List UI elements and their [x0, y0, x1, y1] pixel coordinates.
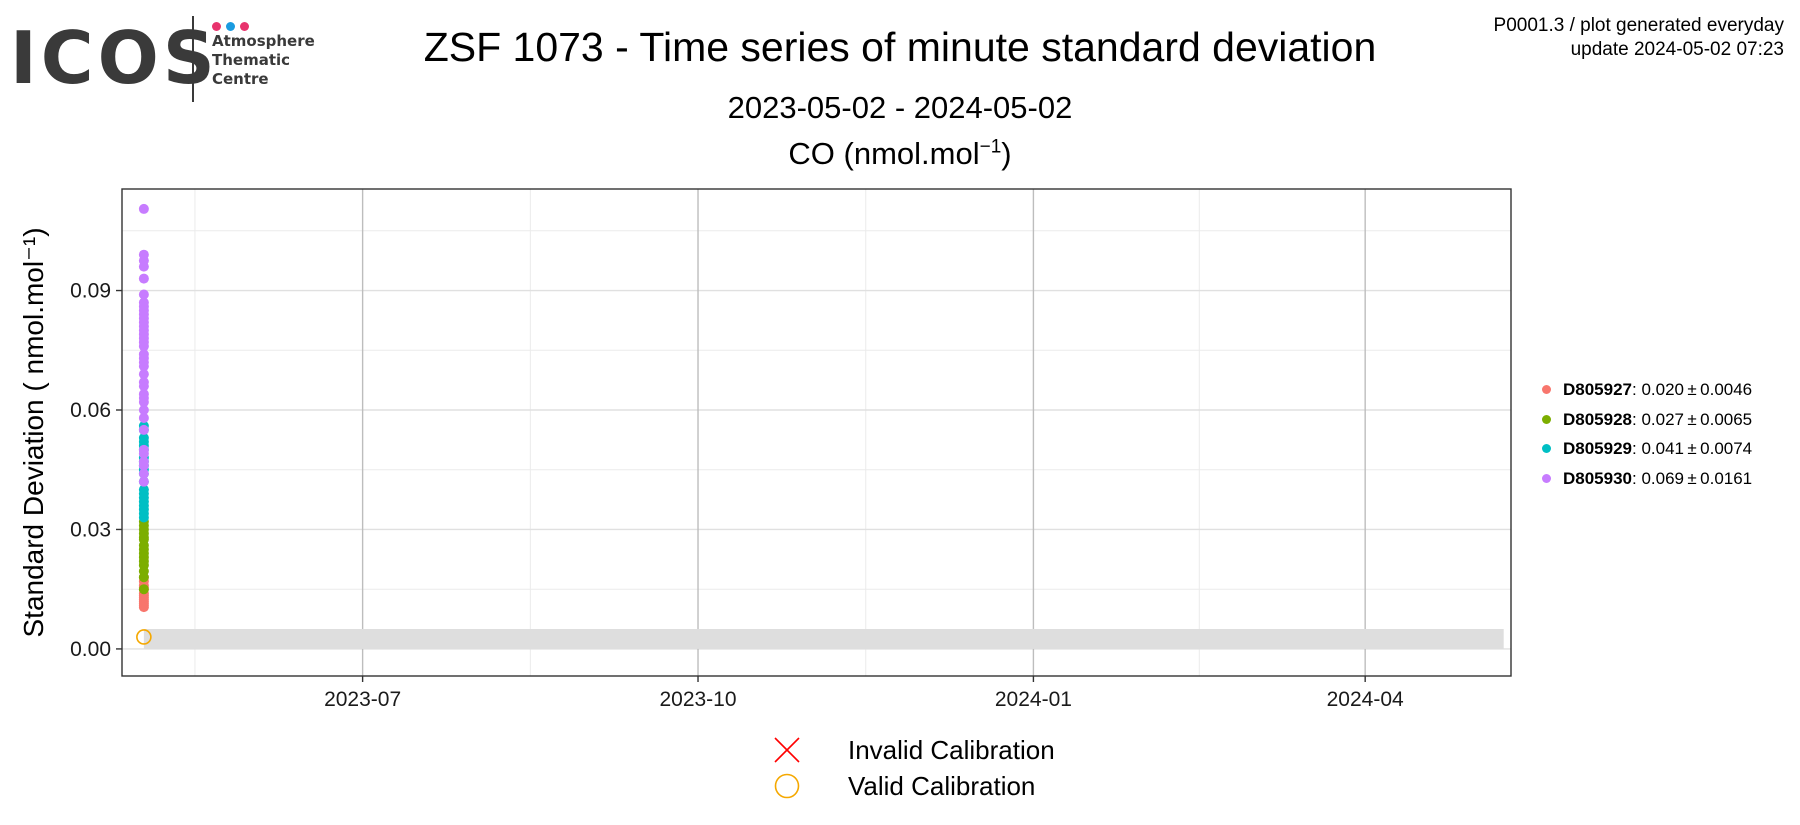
data-point — [138, 424, 149, 435]
panel-title-main: CO (nmol.mol — [788, 136, 980, 171]
logo-dots — [212, 18, 254, 31]
logo-dot — [212, 22, 221, 31]
logo-wordmark: ICOS — [10, 16, 219, 100]
plot-border — [121, 188, 1512, 677]
logo-caption-line: Atmosphere — [212, 32, 315, 50]
calibration-legend-item: Invalid Calibration — [772, 732, 1055, 768]
x-tick-label: 2023-07 — [324, 688, 401, 711]
series-legend: D805927: 0.020 ± 0.0046 D805928: 0.027 ±… — [1542, 375, 1752, 493]
chart-title: ZSF 1073 - Time series of minute standar… — [423, 24, 1377, 70]
legend-code: D805928 — [1563, 409, 1633, 429]
data-point — [138, 412, 149, 423]
y-tick-label: 0.03 — [70, 518, 111, 541]
logo-dot — [240, 22, 249, 31]
data-point — [138, 405, 149, 416]
icos-logo: ICOS Atmosphere Thematic Centre — [10, 14, 330, 104]
data-point — [138, 468, 149, 479]
calibration-marker — [136, 629, 152, 645]
plot-background — [122, 189, 1511, 676]
legend-swatch — [1542, 444, 1551, 454]
legend-item: D805928: 0.027 ± 0.0065 — [1542, 405, 1752, 435]
logo-dot — [226, 22, 235, 31]
legend-stat: : 0.027 ± 0.0065 — [1632, 409, 1753, 429]
y-tick-label: 0.09 — [70, 280, 111, 303]
y-tick-label: 0.00 — [70, 638, 111, 661]
x-tick-label: 2024-01 — [995, 688, 1072, 711]
data-point — [138, 369, 149, 380]
data-point — [138, 389, 149, 400]
data-point — [138, 432, 149, 443]
panel-title-exponent: −1 — [979, 136, 1002, 158]
legend-swatch — [1542, 473, 1551, 483]
circle-marker-icon — [774, 773, 800, 799]
reference-band — [143, 629, 1504, 649]
logo-caption-line: Thematic — [212, 51, 291, 69]
logo-divider — [192, 16, 194, 102]
data-point — [138, 476, 149, 487]
date-range-subtitle: 2023-05-02 - 2024-05-02 — [727, 90, 1073, 125]
plot-meta: P0001.3 / plot generated everyday update… — [1494, 14, 1784, 62]
legend-stat: : 0.041 ± 0.0074 — [1632, 439, 1753, 458]
legend-swatch — [1542, 414, 1551, 424]
legend-item: D805929: 0.041 ± 0.0074 — [1542, 434, 1752, 464]
legend-code: D805930 — [1563, 468, 1633, 488]
legend-swatch — [1542, 385, 1551, 395]
calibration-legend-label: Invalid Calibration — [848, 734, 1055, 765]
legend-item: D805927: 0.020 ± 0.0046 — [1542, 375, 1752, 405]
data-point — [138, 349, 149, 360]
data-point — [138, 584, 149, 595]
plot-meta-update: update 2024-05-02 07:23 — [1570, 39, 1784, 60]
y-tick-label: 0.06 — [70, 399, 111, 422]
logo-caption-line: Centre — [212, 70, 269, 88]
legend-item: D805930: 0.069 ± 0.0161 — [1542, 464, 1752, 494]
legend-stat: : 0.020 ± 0.0046 — [1632, 380, 1753, 399]
calibration-legend-label: Valid Calibration — [848, 770, 1036, 801]
data-point — [138, 444, 149, 455]
legend-code: D805929 — [1563, 439, 1633, 458]
panel-title-end: ) — [1001, 136, 1012, 171]
data-point — [138, 273, 149, 284]
panel-title: CO (nmol.mol−1) — [0, 136, 1800, 172]
calibration-legend-item: Valid Calibration — [772, 768, 1055, 804]
data-point — [138, 484, 149, 495]
data-point — [138, 297, 149, 308]
data-point — [138, 289, 149, 300]
data-point — [138, 456, 149, 467]
logo-caption: Atmosphere Thematic Centre — [212, 32, 315, 89]
y-axis-title: Standard Deviation ( nmol.mol⁻¹) — [18, 227, 49, 637]
calibration-legend: Invalid Calibration Valid Calibration — [772, 732, 1055, 804]
data-point — [138, 377, 149, 388]
data-point — [138, 249, 149, 260]
legend-stat: : 0.069 ± 0.0161 — [1632, 468, 1753, 488]
cross-marker-icon — [774, 737, 800, 763]
x-tick-label: 2023-10 — [659, 688, 736, 711]
plot-meta-id: P0001.3 / plot generated everyday — [1493, 15, 1784, 36]
x-tick-label: 2024-04 — [1327, 688, 1404, 711]
legend-code: D805927 — [1563, 380, 1633, 399]
data-point — [138, 203, 149, 214]
